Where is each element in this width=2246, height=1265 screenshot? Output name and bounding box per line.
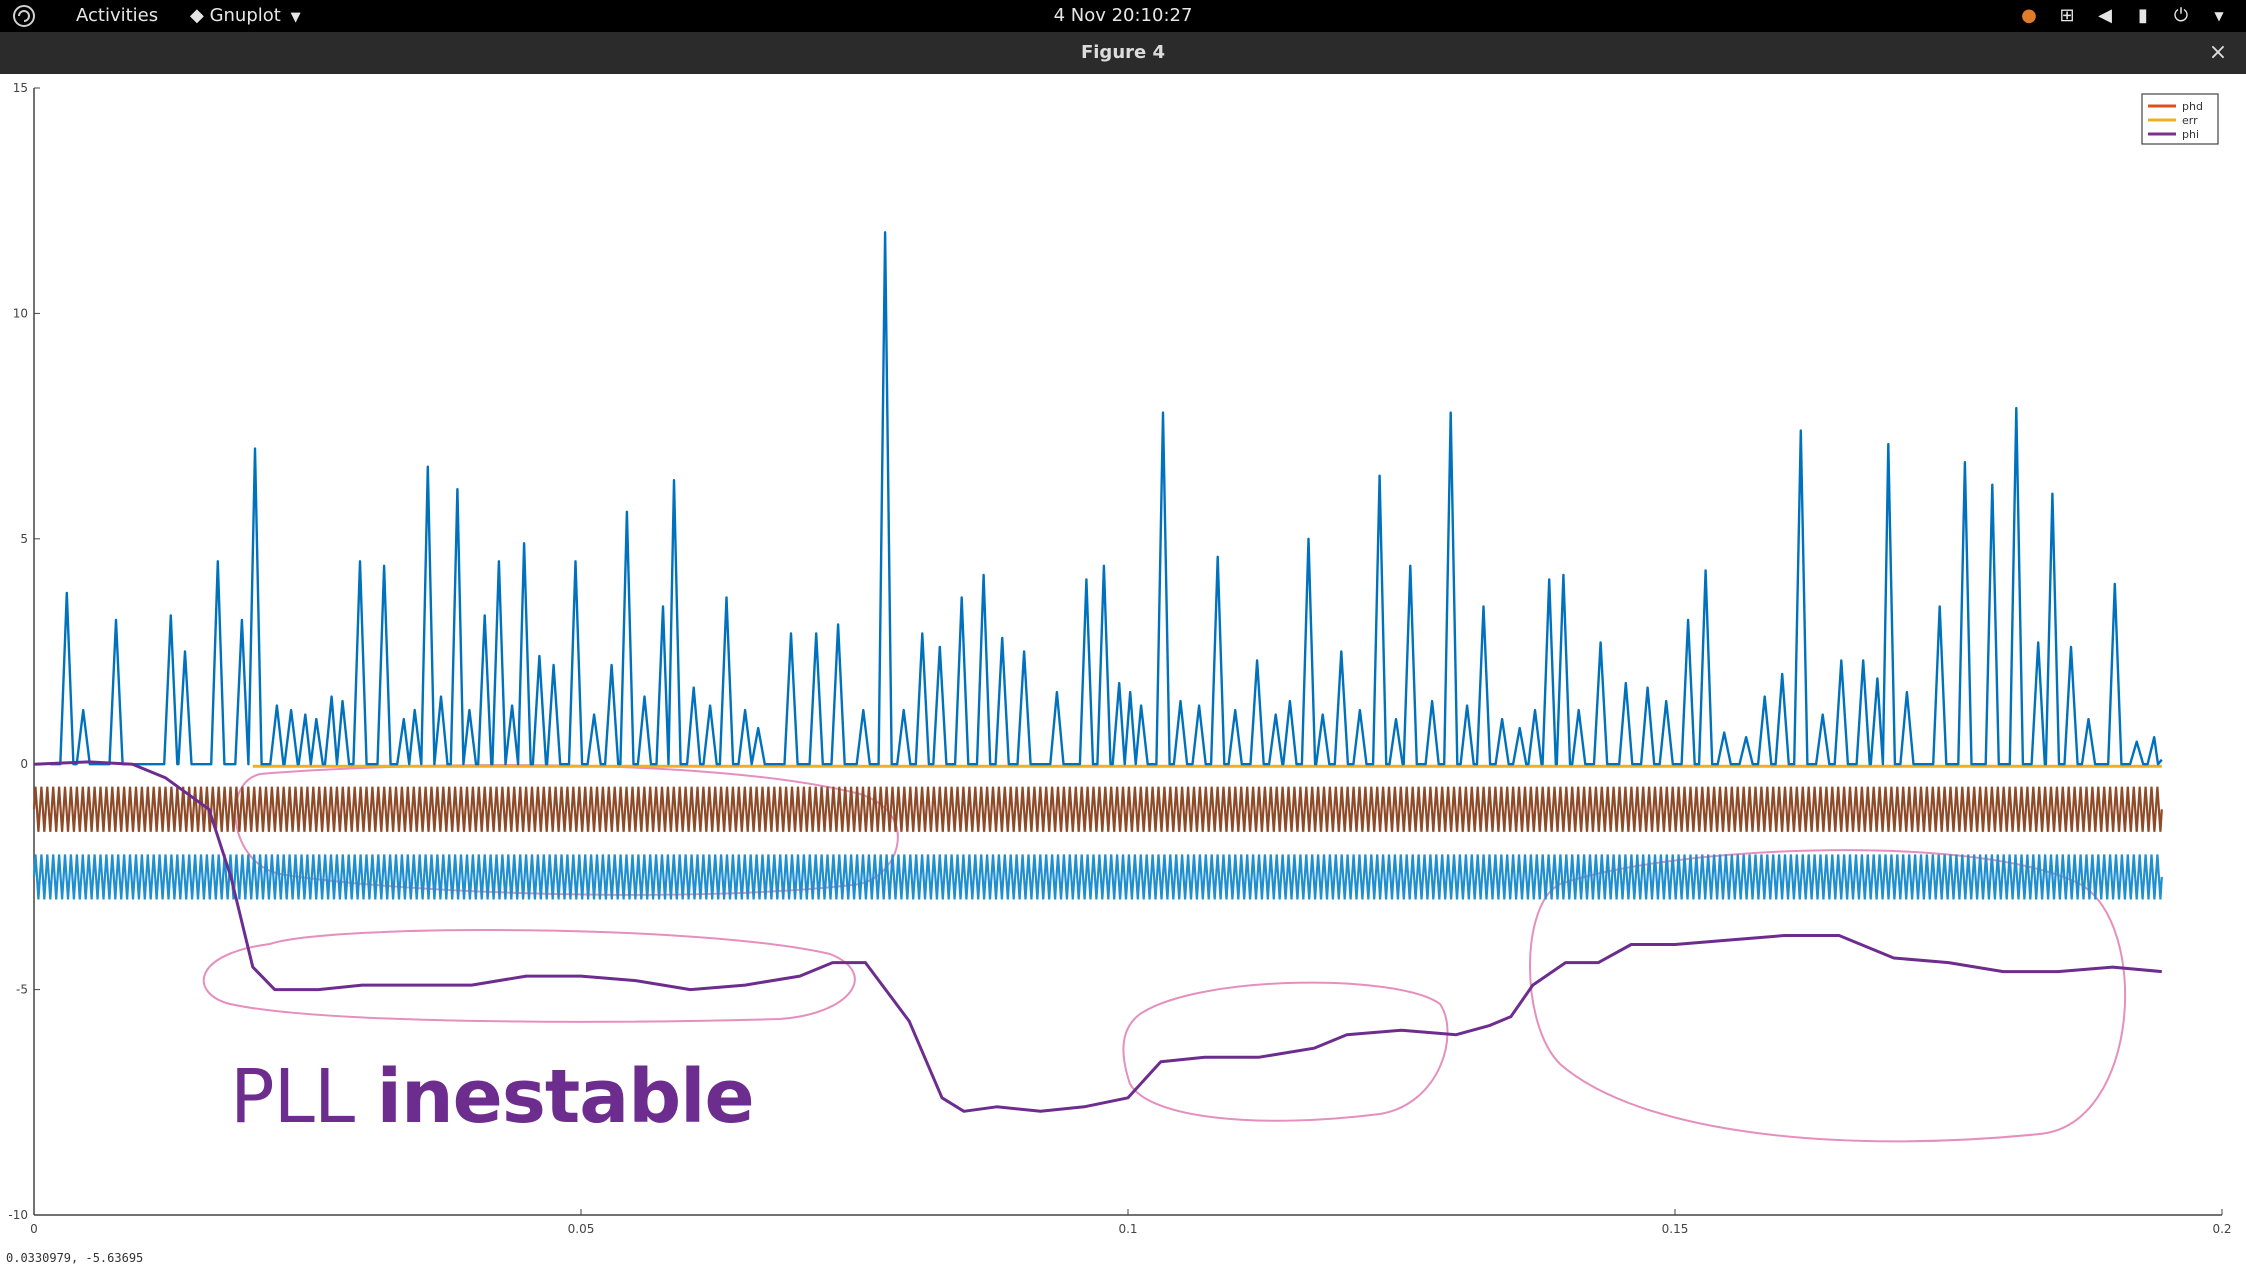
gnuplot-app-icon: ◆ <box>190 5 204 26</box>
y-tick-label: 5 <box>20 532 28 546</box>
x-tick-label: 0.05 <box>568 1222 595 1236</box>
overlay-caption: PLL inestable <box>230 1054 755 1140</box>
battery-icon[interactable]: ▮ <box>2138 5 2148 26</box>
top-panel: Activities ◆ Gnuplot ▼ 4 Nov 20:10:27 ● … <box>0 0 2246 32</box>
legend-label: phi <box>2182 128 2199 141</box>
series-spikes <box>50 231 2163 766</box>
app-menu-button[interactable]: ◆ Gnuplot ▼ <box>190 0 301 32</box>
series-oscillation <box>32 854 2163 900</box>
series-line <box>33 760 2162 1113</box>
series-phd <box>32 786 2163 832</box>
axis-ticks: -10 -5 0 5 10 15 0 0.05 0.1 0.15 0.2 <box>8 81 2231 1236</box>
annotation-ellipse <box>1122 981 1449 1122</box>
series-line <box>50 231 2163 766</box>
series-line <box>32 854 2163 900</box>
plot-canvas[interactable]: -10 -5 0 5 10 15 0 0.05 0.1 0.15 0.2 phd err phi PLL… <box>0 74 2246 1264</box>
network-icon[interactable]: ⊞ <box>2059 5 2075 26</box>
system-tray[interactable]: ● ⊞ ◀ ▮ ⏻ ▼ <box>2018 0 2230 32</box>
close-button[interactable]: × <box>2208 40 2228 65</box>
annotation-ellipse <box>1529 849 2126 1143</box>
y-tick-label: 15 <box>13 81 28 95</box>
y-tick-label: -5 <box>16 983 28 997</box>
legend-label: phd <box>2182 100 2203 113</box>
clock: 4 Nov 20:10:27 <box>0 0 2246 32</box>
x-tick-label: 0.15 <box>1662 1222 1689 1236</box>
caption-bold: inestable <box>376 1054 755 1140</box>
x-tick-label: 0.2 <box>2212 1222 2231 1236</box>
annotation-ellipse <box>202 929 856 1023</box>
x-tick-label: 0 <box>30 1222 38 1236</box>
app-menu-label: Gnuplot <box>209 5 281 26</box>
activities-button[interactable]: Activities <box>76 5 159 26</box>
volume-icon[interactable]: ◀ <box>2098 5 2112 26</box>
y-tick-label: 0 <box>20 757 28 771</box>
chevron-down-icon: ▼ <box>290 10 301 25</box>
window-titlebar[interactable]: Figure 4 × <box>0 32 2246 75</box>
caption-light: PLL <box>230 1054 377 1140</box>
gnome-logo-icon[interactable] <box>10 0 44 32</box>
system-menu-chevron-icon[interactable]: ▼ <box>2214 9 2224 23</box>
y-tick-label: -10 <box>8 1208 28 1222</box>
coordinate-readout: 0.0330979, -5.63695 <box>6 1251 144 1265</box>
series-phi <box>33 760 2162 1113</box>
series-line <box>32 786 2163 832</box>
legend-label: err <box>2182 114 2198 127</box>
clock-button[interactable]: 4 Nov 20:10:27 <box>1053 5 1193 26</box>
notification-icon[interactable]: ● <box>2021 5 2037 26</box>
window-title: Figure 4 <box>1080 42 1166 63</box>
x-tick-label: 0.1 <box>1118 1222 1137 1236</box>
y-tick-label: 10 <box>13 306 28 320</box>
power-icon[interactable]: ⏻ <box>2173 5 2189 26</box>
